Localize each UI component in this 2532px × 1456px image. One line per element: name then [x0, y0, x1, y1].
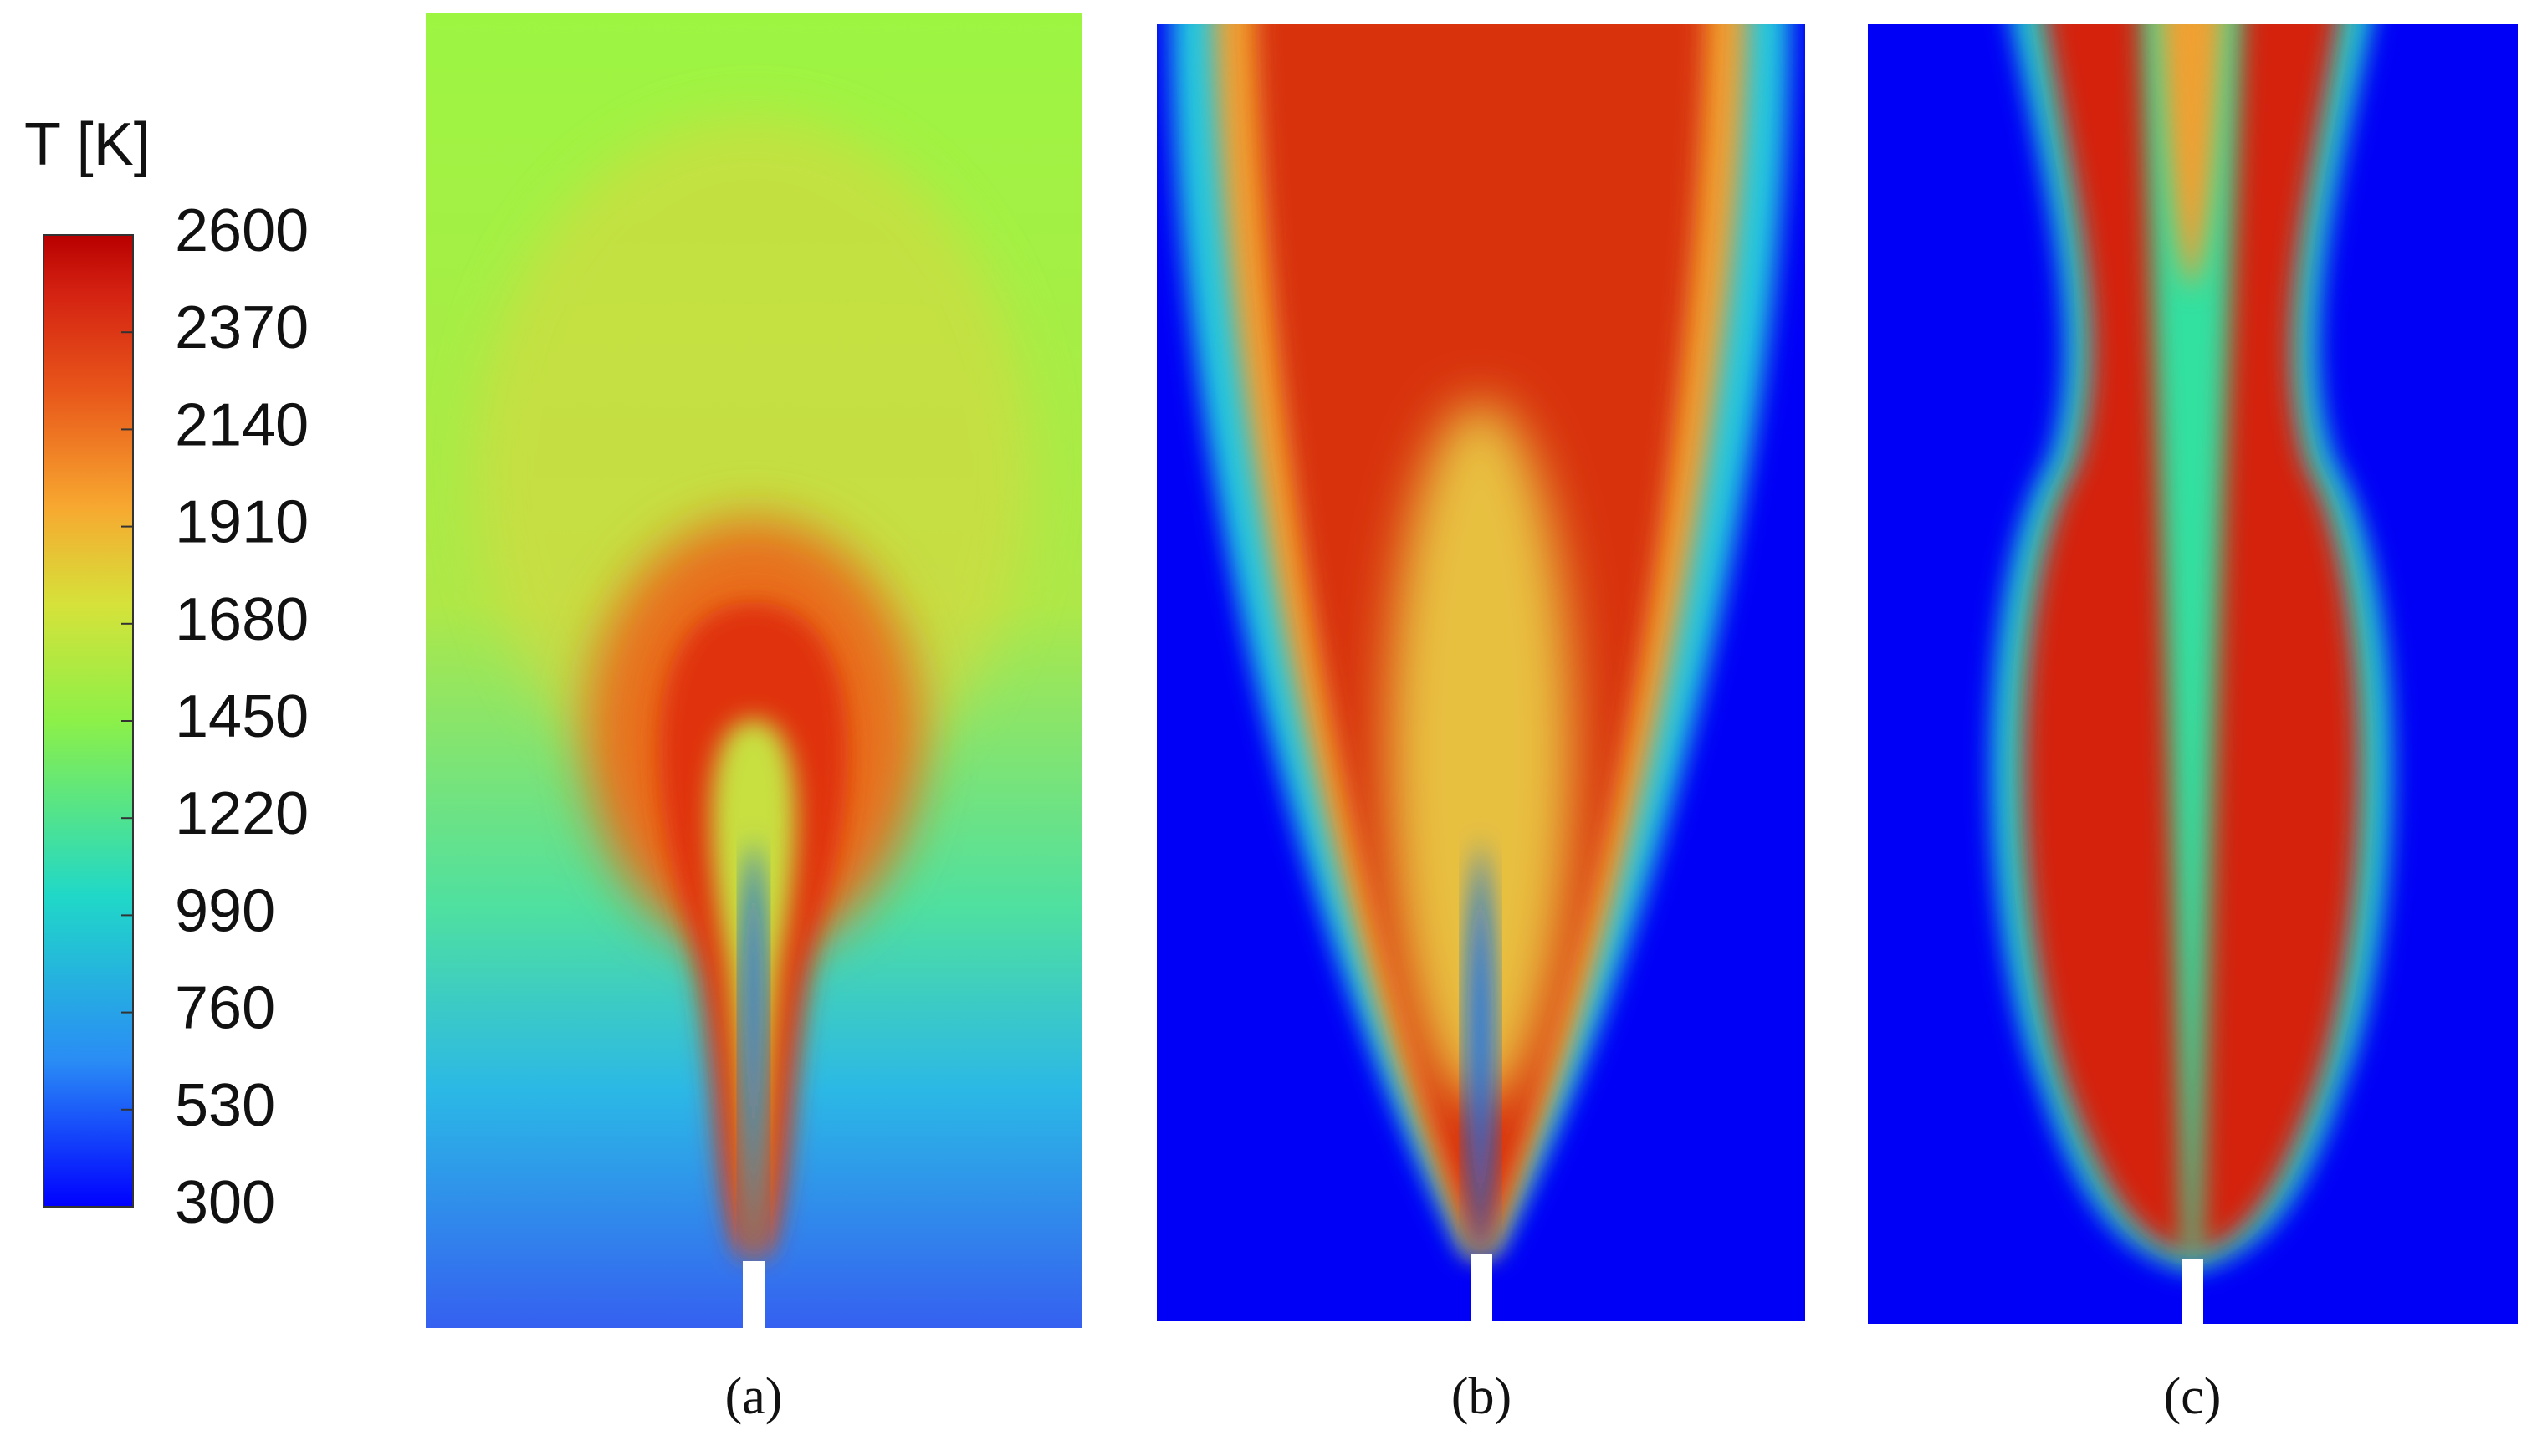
colorbar-title: T [K]	[24, 111, 151, 178]
tick-label: 990	[175, 877, 275, 944]
tick-label: 530	[175, 1072, 275, 1139]
colorbar	[43, 234, 134, 1208]
tick-label: 2600	[175, 197, 309, 264]
tick-label: 2140	[175, 391, 309, 458]
tick-label: 1910	[175, 489, 309, 556]
panel-a-field	[426, 13, 1082, 1328]
tick-label: 300	[175, 1169, 275, 1236]
tick-label: 760	[175, 975, 275, 1042]
tick-label: 1450	[175, 683, 309, 750]
panel-label: (c)	[2164, 1368, 2222, 1425]
panel-c-field	[1868, 24, 2518, 1324]
panel-label: (b)	[1451, 1368, 1512, 1425]
tick-label: 2370	[175, 294, 309, 361]
tick-label: 1680	[175, 586, 309, 653]
colorbar-ticks: 2600 2370 2140 1910 1680 1450 1220 990 760 530 300	[121, 197, 309, 1236]
panel-label: (a)	[725, 1368, 783, 1425]
panel-b-field	[1157, 24, 1805, 1321]
tick-label: 1220	[175, 780, 309, 847]
